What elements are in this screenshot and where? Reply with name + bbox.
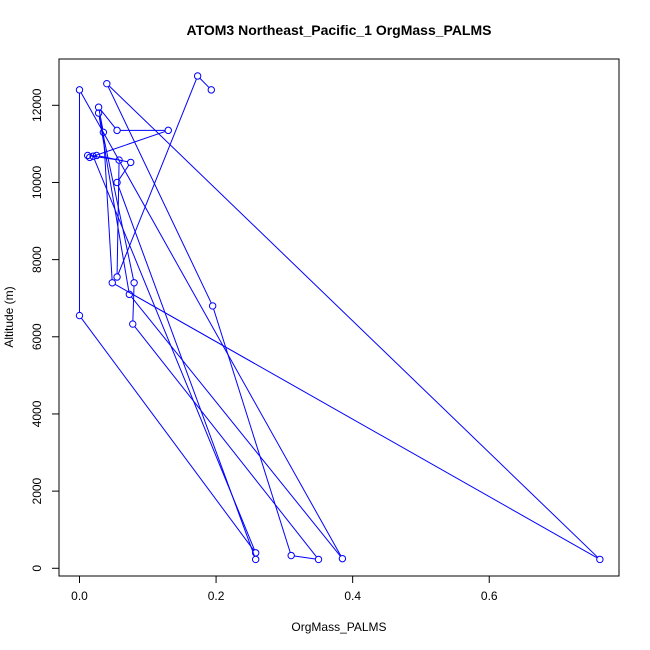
- data-point: [596, 555, 604, 564]
- series-segment: [80, 92, 342, 557]
- data-point: [103, 79, 111, 88]
- y-tick-label: 12000: [30, 88, 44, 122]
- series-segment: [98, 110, 104, 130]
- data-point: [115, 156, 123, 164]
- y-tick-label: 0: [30, 565, 44, 572]
- y-tick-label: 8000: [30, 246, 44, 273]
- data-point: [92, 151, 101, 160]
- plot-frame: [58, 58, 620, 577]
- data-point: [251, 555, 260, 564]
- series-segment: [98, 116, 130, 292]
- series-segment: [80, 317, 255, 551]
- x-axis-label: OrgMass_PALMS: [291, 620, 386, 634]
- data-point: [129, 320, 137, 328]
- data-point: [338, 554, 347, 563]
- data-point: [130, 279, 138, 287]
- data-point: [75, 311, 84, 320]
- data-point: [251, 549, 260, 557]
- series-segment: [103, 135, 113, 280]
- series-segment: [132, 285, 135, 321]
- series-segment: [130, 296, 341, 557]
- data-point: [193, 72, 202, 80]
- data-point: [94, 103, 103, 111]
- series-lines: [78, 77, 598, 560]
- data-point: [113, 178, 121, 187]
- data-point: [208, 302, 217, 310]
- data-point: [314, 555, 323, 564]
- y-axis: 0 2000 4000 6000 8000 10000 12000: [30, 88, 60, 572]
- data-point: [99, 128, 108, 137]
- series-segment: [199, 77, 210, 88]
- series-segment: [114, 283, 598, 559]
- series-segment: [107, 86, 212, 304]
- series-segment: [116, 163, 120, 274]
- series-segment: [117, 78, 197, 275]
- series-segment: [118, 164, 130, 181]
- series-segment: [93, 158, 255, 551]
- x-tick-label: 0.2: [208, 589, 225, 603]
- data-point: [89, 152, 97, 160]
- series-segment: [100, 109, 116, 129]
- data-point: [94, 109, 103, 117]
- x-axis: 0.0 0.2 0.4 0.6: [71, 575, 498, 603]
- data-point: [83, 151, 92, 160]
- data-point: [86, 153, 94, 162]
- y-tick-label: 4000: [30, 400, 44, 427]
- y-tick-label: 6000: [30, 323, 44, 350]
- data-point: [75, 86, 84, 94]
- series-segment: [134, 326, 317, 558]
- data-point: [125, 290, 134, 299]
- series-segment: [108, 85, 598, 558]
- data-point: [113, 273, 121, 281]
- data-point: [164, 126, 172, 135]
- series-segment: [98, 116, 134, 280]
- series-points: [75, 72, 604, 564]
- series-segment: [213, 308, 291, 553]
- x-tick-label: 0.0: [71, 589, 88, 603]
- x-tick-label: 0.4: [344, 589, 361, 603]
- series-segment: [90, 155, 117, 161]
- y-axis-label: Altitude (m): [2, 286, 16, 347]
- data-point: [287, 551, 295, 560]
- data-point: [108, 279, 116, 287]
- y-tick-label: 10000: [30, 165, 44, 199]
- data-point: [113, 126, 121, 135]
- x-tick-label: 0.6: [481, 589, 498, 603]
- data-point: [127, 158, 135, 167]
- data-point: [207, 86, 215, 94]
- chart-title: ATOM3 Northeast_Pacific_1 OrgMass_PALMS: [187, 22, 492, 38]
- series-segment: [294, 555, 316, 560]
- y-tick-label: 2000: [30, 477, 44, 504]
